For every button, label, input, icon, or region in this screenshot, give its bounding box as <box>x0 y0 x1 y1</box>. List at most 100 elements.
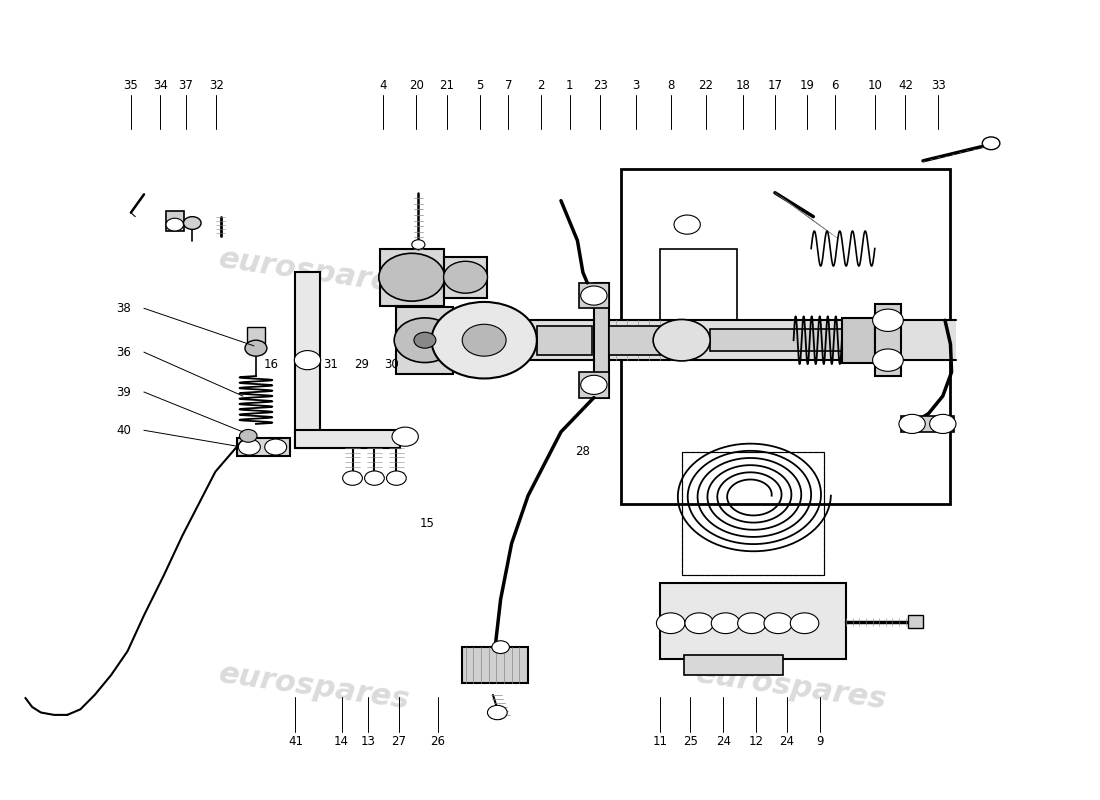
Bar <box>901 416 954 432</box>
Text: 32: 32 <box>209 78 224 91</box>
Text: 33: 33 <box>931 78 946 91</box>
Circle shape <box>462 324 506 356</box>
Text: 34: 34 <box>153 78 168 91</box>
Text: 36: 36 <box>116 346 131 358</box>
Circle shape <box>443 262 487 293</box>
Bar <box>296 430 399 448</box>
Text: 41: 41 <box>288 734 302 748</box>
Text: 25: 25 <box>683 734 697 748</box>
Text: 1: 1 <box>566 78 573 91</box>
Circle shape <box>239 439 261 455</box>
Bar <box>609 326 697 354</box>
Bar <box>579 372 609 398</box>
Text: 14: 14 <box>334 734 349 748</box>
Text: 9: 9 <box>816 734 824 748</box>
Circle shape <box>738 613 767 634</box>
Text: 19: 19 <box>800 78 814 91</box>
Bar <box>296 273 320 448</box>
Circle shape <box>492 641 509 654</box>
Text: eurospares: eurospares <box>217 659 411 714</box>
Text: 2: 2 <box>538 78 544 91</box>
Text: 35: 35 <box>123 78 139 91</box>
Circle shape <box>487 706 507 720</box>
Text: 13: 13 <box>361 734 375 748</box>
Text: 24: 24 <box>716 734 730 748</box>
Circle shape <box>657 613 685 634</box>
Bar <box>379 249 443 306</box>
Text: 27: 27 <box>392 734 406 748</box>
Circle shape <box>414 332 436 348</box>
Text: 20: 20 <box>409 78 424 91</box>
Text: 22: 22 <box>698 78 713 91</box>
Text: 40: 40 <box>116 424 131 437</box>
Bar <box>660 249 737 320</box>
Bar <box>443 257 487 298</box>
Text: 4: 4 <box>379 78 387 91</box>
Text: 11: 11 <box>652 734 668 748</box>
Text: 28: 28 <box>575 446 591 458</box>
Bar <box>579 283 609 308</box>
Text: 8: 8 <box>667 78 674 91</box>
Text: 3: 3 <box>631 78 639 91</box>
Circle shape <box>411 240 425 250</box>
Circle shape <box>245 340 267 356</box>
Circle shape <box>685 613 714 634</box>
Circle shape <box>240 430 257 442</box>
Text: 16: 16 <box>264 358 278 370</box>
Text: 18: 18 <box>736 78 750 91</box>
Bar <box>537 326 592 354</box>
Circle shape <box>982 137 1000 150</box>
Bar <box>908 615 923 628</box>
Circle shape <box>790 613 818 634</box>
Circle shape <box>872 349 903 371</box>
Circle shape <box>899 414 925 434</box>
Text: 15: 15 <box>420 517 434 530</box>
Text: 24: 24 <box>780 734 794 748</box>
Circle shape <box>295 350 321 370</box>
Text: 17: 17 <box>768 78 782 91</box>
Circle shape <box>364 471 384 486</box>
Circle shape <box>872 309 903 331</box>
Text: 7: 7 <box>505 78 513 91</box>
Bar <box>166 211 184 231</box>
Bar <box>248 326 265 342</box>
Circle shape <box>431 302 537 378</box>
Bar <box>621 169 950 504</box>
Circle shape <box>342 471 362 486</box>
Text: eurospares: eurospares <box>217 245 411 300</box>
Circle shape <box>930 414 956 434</box>
Bar <box>396 320 956 360</box>
Circle shape <box>386 471 406 486</box>
Circle shape <box>265 439 287 455</box>
Circle shape <box>674 215 701 234</box>
Text: 42: 42 <box>898 78 913 91</box>
Text: 10: 10 <box>867 78 882 91</box>
Bar <box>874 304 901 376</box>
Text: 30: 30 <box>385 358 399 370</box>
Text: 29: 29 <box>354 358 368 370</box>
Text: 26: 26 <box>430 734 446 748</box>
Circle shape <box>653 319 711 361</box>
Circle shape <box>392 427 418 446</box>
Circle shape <box>712 613 740 634</box>
Text: 37: 37 <box>178 78 194 91</box>
Text: 23: 23 <box>593 78 608 91</box>
Circle shape <box>166 218 184 231</box>
Bar <box>682 452 824 575</box>
Bar <box>711 329 842 351</box>
Text: 6: 6 <box>832 78 839 91</box>
Bar <box>682 452 824 575</box>
Circle shape <box>394 318 455 362</box>
Text: 12: 12 <box>749 734 763 748</box>
Bar <box>660 583 846 659</box>
Bar <box>462 647 528 683</box>
Bar <box>842 318 874 362</box>
Bar <box>684 655 782 675</box>
Bar <box>396 306 453 374</box>
Text: eurospares: eurospares <box>694 245 889 300</box>
Circle shape <box>581 375 607 394</box>
Text: 21: 21 <box>439 78 454 91</box>
Circle shape <box>764 613 792 634</box>
Circle shape <box>378 254 444 301</box>
Text: 38: 38 <box>117 302 131 315</box>
